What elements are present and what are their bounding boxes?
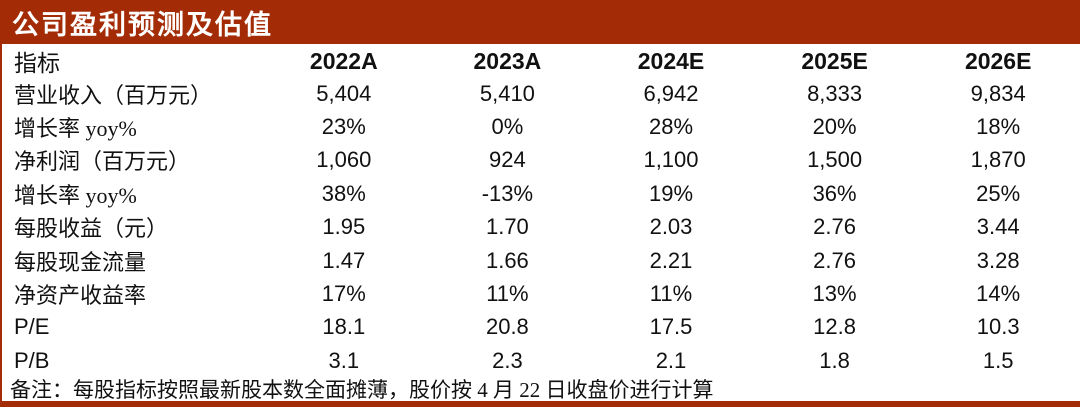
row-label: 净资产收益率 — [14, 283, 147, 309]
cell-value: 11% — [486, 281, 529, 307]
row-label: 营业收入（百万元） — [14, 82, 213, 108]
cell-value: 25% — [976, 180, 1021, 206]
cell-value: 1.70 — [485, 214, 529, 240]
cell-value: 19% — [648, 180, 694, 206]
cell-value: 1,500 — [807, 147, 863, 173]
cell-value: 6,942 — [643, 80, 699, 106]
cell-value: 2.21 — [649, 247, 693, 273]
cell-value: 14% — [976, 281, 1021, 307]
cell-value: 18% — [976, 114, 1021, 140]
cell-value: 13% — [812, 281, 857, 307]
cell-value: 28% — [648, 114, 694, 140]
cell-value: 17.5 — [649, 314, 693, 340]
cell-value: 924 — [489, 147, 526, 173]
cell-value: 1.8 — [819, 347, 850, 373]
row-label: 每股现金流量 — [14, 249, 147, 275]
row-label: P/B — [14, 347, 50, 373]
column-header-metric: 指标 — [14, 51, 60, 76]
table-row-revenue-growth: 增长率 yoy% 23% 0% 28% 20% 18% — [2, 110, 1080, 143]
cell-value: 17% — [321, 281, 366, 307]
cell-value: 1,100 — [643, 147, 699, 173]
table-row-pb: P/B 3.1 2.3 2.1 1.8 1.5 — [2, 344, 1080, 377]
cell-value: 20.8 — [485, 314, 529, 340]
cell-value: 1,060 — [316, 147, 372, 173]
cell-value: 3.1 — [328, 347, 360, 373]
cell-value: 5,404 — [316, 80, 372, 106]
table-row-cashflow-per-share: 每股现金流量 1.47 1.66 2.21 2.76 3.28 — [2, 244, 1080, 277]
cell-value: 1,870 — [970, 147, 1026, 173]
cell-value: 1.95 — [322, 214, 366, 240]
row-label: 每股收益（元） — [14, 216, 169, 242]
cell-value: 2.76 — [813, 247, 856, 273]
table-row-revenue: 营业收入（百万元） 5,404 5,410 6,942 8,333 9,834 — [2, 77, 1080, 110]
cell-value: 2.3 — [492, 347, 523, 373]
table-row-net-profit: 净利润（百万元） 1,060 924 1,100 1,500 1,870 — [2, 144, 1080, 177]
table-title: 公司盈利预测及估值 — [12, 9, 273, 40]
cell-value: 36% — [812, 180, 857, 206]
cell-value: 10.3 — [976, 314, 1020, 340]
cell-value: 0% — [491, 114, 524, 140]
table-note-row: 备注：每股指标按照最新股本数全面摊薄，股价按 4 月 22 日收盘价进行计算 — [2, 378, 1080, 402]
table-note: 备注：每股指标按照最新股本数全面摊薄，股价按 4 月 22 日收盘价进行计算 — [10, 378, 714, 403]
cell-value: 1.66 — [485, 247, 529, 273]
table-row-roe: 净资产收益率 17% 11% 11% 13% 14% — [2, 277, 1080, 310]
cell-value: 38% — [321, 180, 366, 206]
row-label: 增长率 yoy% — [14, 182, 137, 208]
forecast-table: 指标 2022A 2023A 2024E 2025E 2026E 营业收入（百万… — [0, 44, 1080, 407]
cell-value: -13% — [481, 180, 534, 206]
cell-value: 3.28 — [976, 247, 1020, 273]
table-row-pe: P/E 18.1 20.8 17.5 12.8 10.3 — [2, 311, 1080, 344]
cell-value: 20% — [812, 114, 857, 140]
cell-value: 23% — [321, 114, 366, 140]
table-header-row: 指标 2022A 2023A 2024E 2025E 2026E — [2, 44, 1080, 77]
column-header-2022a: 2022A — [309, 47, 378, 74]
column-header-2023a: 2023A — [473, 47, 542, 74]
cell-value: 9,834 — [970, 80, 1026, 106]
cell-value: 12.8 — [813, 314, 856, 340]
column-header-2026e: 2026E — [964, 47, 1032, 74]
column-header-2024e: 2024E — [637, 47, 705, 74]
table-title-bar: 公司盈利预测及估值 — [0, 0, 1080, 44]
row-label: 增长率 yoy% — [14, 116, 137, 142]
table-row-profit-growth: 增长率 yoy% 38% -13% 19% 36% 25% — [2, 177, 1080, 210]
cell-value: 18.1 — [322, 314, 366, 340]
cell-value: 3.44 — [976, 214, 1020, 240]
table-row-eps: 每股收益（元） 1.95 1.70 2.03 2.76 3.44 — [2, 211, 1080, 244]
column-header-2025e: 2025E — [801, 47, 868, 74]
cell-value: 1.5 — [982, 347, 1014, 373]
cell-value: 5,410 — [479, 80, 535, 106]
cell-value: 2.76 — [813, 214, 856, 240]
cell-value: 8,333 — [807, 80, 863, 106]
cell-value: 11% — [649, 281, 693, 307]
cell-value: 2.1 — [655, 347, 687, 373]
cell-value: 1.47 — [322, 247, 366, 273]
cell-value: 2.03 — [649, 214, 693, 240]
row-label: 净利润（百万元） — [14, 149, 191, 175]
row-label: P/E — [14, 314, 50, 340]
